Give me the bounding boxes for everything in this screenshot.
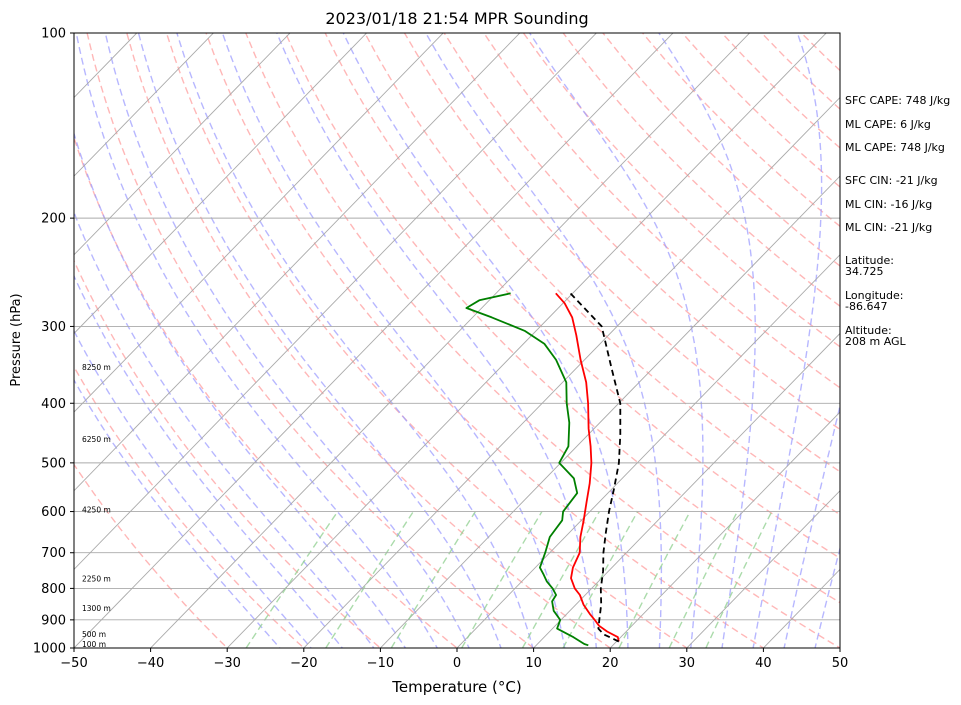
temperature-profile xyxy=(555,292,620,642)
sounding-indices: SFC CAPE: 748 J/kg ML CAPE: 6 J/kg ML CA… xyxy=(845,94,950,348)
height-label: 2250 m xyxy=(82,574,111,583)
y-tick-label: 800 xyxy=(41,582,66,597)
ml-cin-label: ML CIN: -16 J/kg xyxy=(845,198,932,211)
sfc-cin-label: SFC CIN: -21 J/kg xyxy=(845,174,938,187)
isotherm xyxy=(303,96,840,648)
height-label: 6250 m xyxy=(82,435,111,444)
profile-lines xyxy=(465,292,622,647)
moist-adiabat xyxy=(657,33,756,648)
ml-cape-label: ML CAPE: 6 J/kg xyxy=(845,118,931,131)
mixing-ratio-line xyxy=(668,511,738,648)
altitude-label: Altitude: xyxy=(845,324,892,337)
height-label: 8250 m xyxy=(82,363,111,372)
dry-adiabat xyxy=(86,33,535,648)
moist-adiabat xyxy=(221,33,566,648)
dry-adiabat xyxy=(165,33,689,648)
moist-adiabat xyxy=(425,33,663,648)
ml-cape-label-2: ML CAPE: 748 J/kg xyxy=(845,141,945,154)
isotherm xyxy=(226,33,827,648)
isotherm xyxy=(74,33,368,335)
y-tick-label: 700 xyxy=(41,546,66,561)
mixing-ratio-line xyxy=(390,511,476,648)
moist-adiabat xyxy=(276,33,598,648)
x-tick-label: 40 xyxy=(755,656,772,671)
moist-adiabat xyxy=(528,33,704,648)
moist-adiabat xyxy=(752,33,823,648)
plot-frame xyxy=(73,32,841,649)
y-tick-label: 900 xyxy=(41,613,66,628)
longitude-value: -86.647 xyxy=(845,300,887,313)
dry-adiabat xyxy=(245,33,840,648)
y-tick-label: 1000 xyxy=(33,642,66,657)
isotherm xyxy=(149,33,751,648)
isotherm xyxy=(74,33,444,413)
dry-adiabat xyxy=(74,365,305,648)
altitude-value: 208 m AGL xyxy=(845,335,907,348)
isotherm xyxy=(609,411,840,648)
x-axis-label: Temperature (°C) xyxy=(391,678,521,696)
dry-adiabat xyxy=(284,33,840,604)
y-axis-label: Pressure (hPa) xyxy=(9,293,24,386)
height-label: 1300 m xyxy=(82,604,111,613)
moist-adiabat xyxy=(176,33,534,648)
x-tick-label: 30 xyxy=(679,656,696,671)
isotherm xyxy=(74,33,674,648)
sfc-cape-label: SFC CAPE: 748 J/kg xyxy=(845,94,950,107)
y-tick-label: 400 xyxy=(41,397,66,412)
isotherm xyxy=(532,332,840,648)
longitude-label: Longitude: xyxy=(845,289,903,302)
x-tick-label: −10 xyxy=(367,656,394,671)
dry-adiabat xyxy=(205,33,765,648)
dry-adiabat xyxy=(126,33,612,648)
isotherm xyxy=(74,33,521,492)
dry-adiabat xyxy=(74,463,229,648)
x-tick-label: 0 xyxy=(453,656,461,671)
latitude-value: 34.725 xyxy=(845,265,884,278)
isotherm xyxy=(686,490,840,648)
isotherm xyxy=(379,175,840,648)
isotherm xyxy=(74,33,291,256)
y-tick-label: 100 xyxy=(41,27,66,42)
mixing-ratio-line xyxy=(461,511,543,648)
y-tick-label: 300 xyxy=(41,320,66,335)
latitude-label: Latitude: xyxy=(845,254,894,267)
moist-adiabat xyxy=(75,33,439,648)
moist-adiabat xyxy=(783,402,840,648)
moist-adiabat xyxy=(74,274,344,648)
height-label: 100 m xyxy=(82,640,106,649)
moist-adiabat xyxy=(104,33,470,648)
dry-adiabat xyxy=(74,135,459,648)
isotherm xyxy=(456,254,840,648)
height-label: 4250 m xyxy=(82,506,111,515)
moist-adiabat xyxy=(74,329,312,648)
isotherm xyxy=(74,33,598,571)
x-tick-label: −30 xyxy=(213,656,240,671)
moist-adiabat xyxy=(137,33,502,648)
moist-adiabat xyxy=(74,378,281,648)
x-tick-label: −20 xyxy=(290,656,317,671)
x-tick-label: −40 xyxy=(137,656,164,671)
mixing-ratio-line xyxy=(705,511,773,648)
moist-adiabat xyxy=(814,545,840,648)
x-tick-label: 50 xyxy=(832,656,849,671)
parcel-profile xyxy=(569,292,622,643)
dewpoint-profile xyxy=(465,292,589,647)
y-tick-label: 600 xyxy=(41,505,66,520)
y-tick-label: 200 xyxy=(41,212,66,227)
x-tick-label: −50 xyxy=(60,656,87,671)
x-tick-label: 10 xyxy=(525,656,542,671)
background-lines xyxy=(74,33,840,648)
x-tick-label: 20 xyxy=(602,656,619,671)
ml-cin-label-2: ML CIN: -21 J/kg xyxy=(845,221,932,234)
pressure-gridlines xyxy=(74,217,840,621)
chart-title: 2023/01/18 21:54 MPR Sounding xyxy=(325,9,588,28)
isotherm xyxy=(74,33,215,177)
height-label: 500 m xyxy=(82,630,106,639)
dry-adiabat xyxy=(74,259,382,648)
moist-adiabat xyxy=(74,210,375,648)
y-tick-label: 500 xyxy=(41,456,66,471)
